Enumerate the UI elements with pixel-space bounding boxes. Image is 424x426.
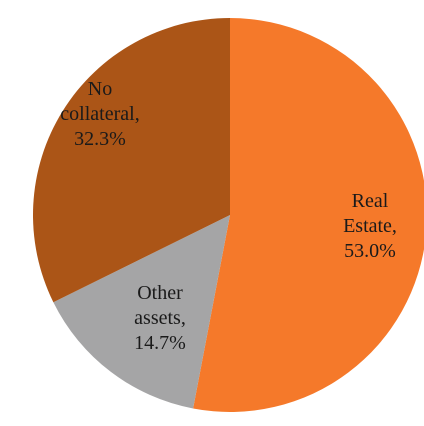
pie-label-line: Other: [137, 282, 183, 304]
pie-label-other-assets: Other assets, 14.7%: [134, 282, 186, 354]
pie-slice-other-assets: [53, 215, 230, 409]
pie-label-real-estate: Real Estate, 53.0%: [343, 190, 397, 262]
pie-label-line: assets,: [134, 307, 186, 329]
pie-label-line: 14.7%: [134, 332, 186, 354]
pie-label-line: Estate,: [343, 215, 397, 237]
pie-slice-no-collateral: [32, 18, 230, 303]
pie-slices: [32, 18, 424, 412]
pie-label-line: Real: [352, 190, 389, 212]
pie-slice-real-estate: [193, 18, 424, 412]
pie-label-line: 32.3%: [74, 128, 126, 150]
pie-label-line: 53.0%: [344, 240, 396, 262]
pie-label-line: No: [88, 78, 112, 100]
pie-labels: Real Estate, 53.0% Other assets, 14.7% No colla…: [60, 78, 397, 354]
pie-label-line: collateral,: [60, 103, 139, 125]
pie-label-no-collateral: No collateral, 32.3%: [60, 78, 139, 150]
